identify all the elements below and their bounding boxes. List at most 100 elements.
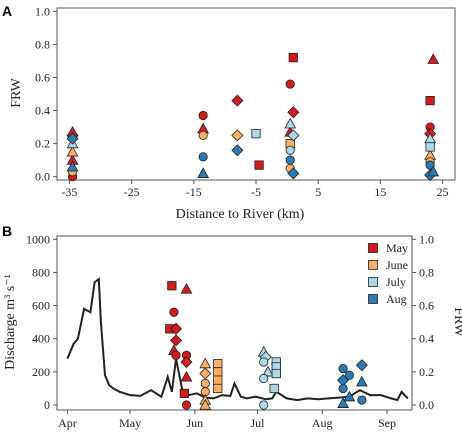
panel-b-ylabel-right: FRW bbox=[451, 307, 462, 337]
panel-a-point-may bbox=[285, 79, 295, 89]
panel-a-ytick-label: 0.8 bbox=[35, 37, 50, 51]
panel-a-ytick-label: 0.6 bbox=[35, 70, 50, 84]
panel-b-xtick-label: Apr bbox=[58, 416, 77, 430]
legend-label-may: May bbox=[386, 241, 408, 255]
panel-b-point-july bbox=[259, 400, 269, 410]
panel-b-point-may bbox=[180, 370, 193, 382]
panel-a-point-june bbox=[231, 129, 244, 142]
panel-a-xtick-label: -25 bbox=[124, 185, 140, 199]
panel-a-xtick-label: -35 bbox=[61, 185, 77, 199]
legend-swatch-may bbox=[368, 243, 378, 253]
panel-b-xtick-label: Sep bbox=[378, 416, 396, 430]
panel-b-point-may bbox=[180, 355, 193, 368]
panel-a-point-may bbox=[198, 110, 208, 121]
panel-b-point-aug bbox=[355, 375, 368, 387]
legend-swatch-july bbox=[368, 277, 378, 287]
panel-a-xtick-label: -5 bbox=[251, 185, 261, 199]
panel-b-point-july bbox=[271, 368, 281, 379]
panel-b-ytick-left-label: 600 bbox=[32, 299, 50, 313]
panel-a-point-july bbox=[287, 129, 300, 142]
panel-b-point-july bbox=[259, 373, 269, 384]
panel-a-ytick-label: 1.0 bbox=[35, 4, 50, 18]
panel-b-point-aug bbox=[357, 395, 367, 405]
panel-b-letter: B bbox=[2, 223, 12, 239]
panel-b-point-june bbox=[199, 398, 212, 410]
panel-a-point-aug bbox=[198, 152, 208, 162]
panel-a-point-aug bbox=[427, 165, 440, 177]
panel-a-point-may bbox=[254, 160, 264, 170]
panel-b-xtick-label: Jun bbox=[186, 416, 203, 430]
legend-label-july: July bbox=[386, 275, 406, 289]
panel-a-xtick-label: 5 bbox=[315, 185, 321, 199]
panel-a-axes: -35 -25 -15 -5 5 15 25 0.0 0.2 0.4 0.6 0.8 1.0 bbox=[35, 4, 456, 199]
panel-a-xtick-label: 15 bbox=[374, 185, 386, 199]
panel-a-point-aug bbox=[66, 132, 79, 145]
panel-b-point-june bbox=[199, 367, 212, 380]
panel-b-point-may bbox=[180, 282, 193, 294]
panel-b-point-may bbox=[167, 281, 177, 291]
panel-b-point-june bbox=[213, 375, 223, 385]
panel-a-point-july bbox=[285, 145, 295, 155]
panel-b-ytick-right-label: 0.4 bbox=[419, 332, 434, 346]
panel-a-point-july bbox=[251, 129, 261, 139]
panel-b-point-june bbox=[199, 357, 212, 369]
panel-a-ytick-label: 0.0 bbox=[35, 170, 50, 184]
panel-a-point-may bbox=[231, 94, 244, 107]
panel-b-discharge-line bbox=[66, 277, 409, 402]
panel-b-point-may bbox=[170, 334, 183, 347]
panel-b-ytick-left-label: 200 bbox=[32, 365, 50, 379]
panel-a-ylabel: FRW bbox=[9, 77, 24, 107]
panel-b-point-june bbox=[213, 367, 223, 377]
panel-b-point-july bbox=[259, 357, 269, 367]
panel-b-discharge bbox=[66, 277, 409, 402]
panel-b-ytick-right-label: 0.8 bbox=[419, 265, 434, 279]
panel-b-ytick-right-label: 0.2 bbox=[419, 365, 434, 379]
panel-b-xtick-label: Aug bbox=[312, 416, 333, 430]
panel-b-point-may bbox=[169, 307, 179, 317]
panel-b-point-aug bbox=[337, 397, 350, 408]
panel-a-point-aug bbox=[197, 167, 210, 178]
panel-b-frame bbox=[56, 235, 413, 411]
panel-a-point-may bbox=[287, 106, 300, 119]
panel-b-marks bbox=[165, 281, 368, 410]
panel-a-point-june bbox=[66, 145, 79, 157]
panel-b-point-may bbox=[171, 350, 181, 360]
panel-b-ytick-right-label: 0.6 bbox=[419, 299, 434, 313]
panel-a-ytick-label: 0.4 bbox=[35, 104, 50, 118]
panel-a-xtick-label: 25 bbox=[437, 185, 449, 199]
panel-b-ytick-left-label: 1000 bbox=[26, 232, 50, 246]
legend-swatch-aug bbox=[368, 294, 378, 304]
panel-a-point-aug bbox=[287, 167, 300, 180]
panel-a-point-may bbox=[427, 53, 440, 64]
panel-b-xtick-label: Jul bbox=[250, 416, 265, 430]
panel-a-point-may bbox=[425, 96, 435, 106]
panel-b-ylabel-left: Discharge m³ s⁻¹ bbox=[3, 274, 18, 370]
panel-a-point-may bbox=[288, 53, 298, 63]
panel-b-point-june bbox=[200, 378, 210, 389]
panel-b-point-july bbox=[269, 383, 279, 394]
panel-b-point-aug bbox=[338, 383, 348, 394]
panel-a-frame bbox=[56, 7, 456, 181]
panel-b: B Discharge m³ s⁻¹ FRW Apr May Jun Jul Aug Se… bbox=[2, 223, 462, 430]
panel-a-marks bbox=[66, 53, 440, 182]
panel-a-point-aug bbox=[66, 160, 79, 172]
panel-a-point-aug bbox=[285, 155, 295, 165]
legend-swatch-june bbox=[368, 260, 378, 270]
panel-b-point-may bbox=[179, 388, 189, 399]
panel-b-ytick-left-label: 400 bbox=[32, 332, 50, 346]
panel-b-point-june bbox=[213, 358, 223, 369]
panel-a-xtick-label: -15 bbox=[186, 185, 202, 199]
panel-b-point-aug bbox=[343, 390, 356, 402]
panel-b-point-aug bbox=[344, 370, 354, 380]
panel-a: A FRW Distance to River (km) -35 -25 -15 -5… bbox=[2, 3, 456, 222]
panel-a-point-aug bbox=[231, 144, 244, 157]
panel-b-point-may bbox=[170, 322, 183, 335]
panel-b-point-june bbox=[213, 383, 223, 394]
legend-label-aug: Aug bbox=[386, 292, 407, 306]
panel-b-ytick-left-label: 0 bbox=[44, 398, 50, 412]
panel-b-point-aug bbox=[355, 359, 368, 372]
panel-b-legend: May June July Aug bbox=[368, 241, 408, 306]
panel-b-point-may bbox=[181, 400, 192, 410]
panel-a-xlabel: Distance to River (km) bbox=[176, 207, 305, 222]
